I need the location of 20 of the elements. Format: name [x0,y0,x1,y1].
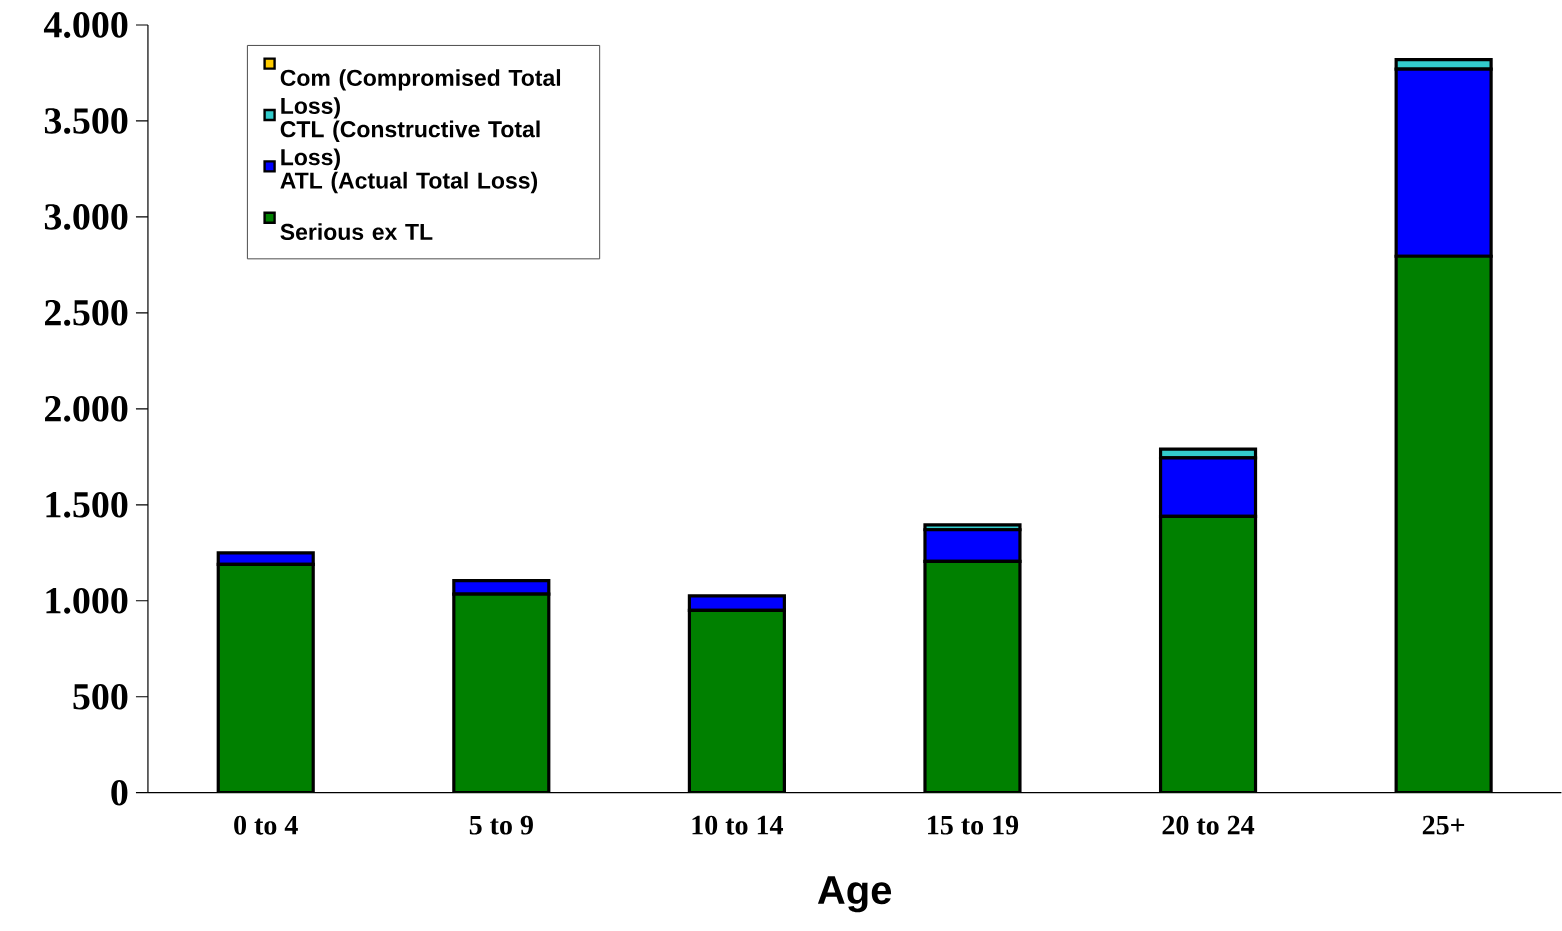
x-tick-label: 20 to 24 [1162,815,1255,835]
legend-label: ATL (Actual Total Loss) [280,172,538,194]
x-tick-label: 25+ [1422,815,1465,835]
y-tick-label: 3.500 [44,108,128,135]
y-tick-label: 1.500 [46,492,128,518]
legend-label: Com (Compromised Total Loss) [280,69,561,119]
y-tick-label: 2.500 [45,300,128,326]
x-axis-title: Age [817,876,892,913]
x-tick-label: 5 to 9 [469,815,533,835]
legend-label: CTL (Constructive Total Loss) [280,120,540,171]
x-tick-label: 10 to 14 [692,815,784,835]
legend-label: Serious ex TL [280,223,433,241]
y-tick-label: 500 [73,684,128,710]
y-tick-label: 1.000 [46,588,128,614]
y-tick-label: 0 [111,780,128,806]
y-tick-label: 4.000 [43,12,128,39]
y-tick-label: 2.000 [45,396,128,422]
x-tick-label: 15 to 19 [928,815,1019,835]
x-tick-label: 0 to 4 [234,815,298,835]
y-tick-label: 3.000 [44,204,128,230]
